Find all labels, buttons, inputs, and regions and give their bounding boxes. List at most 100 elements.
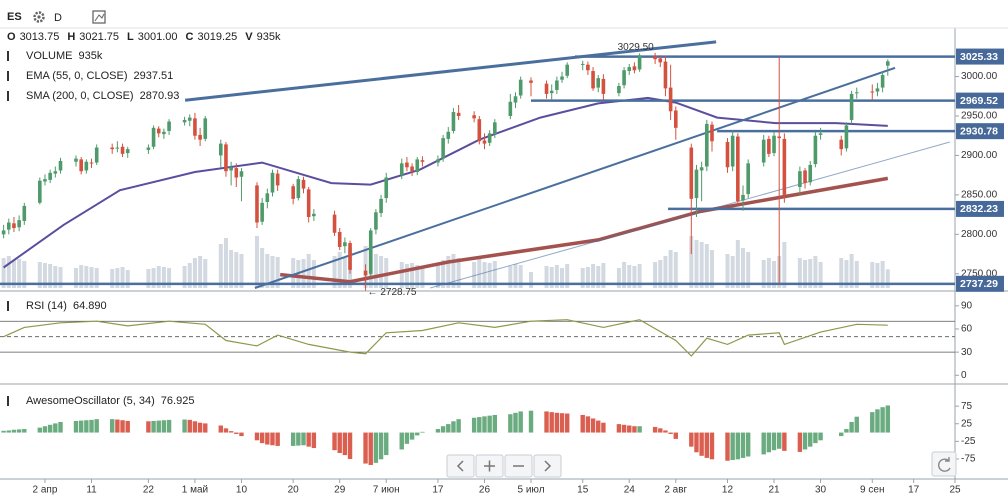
ao-bar bbox=[53, 423, 58, 433]
volume-bar bbox=[74, 268, 79, 288]
candle-body bbox=[229, 167, 233, 171]
volume-bar bbox=[187, 263, 192, 288]
candle-body bbox=[870, 91, 875, 93]
candle-body bbox=[849, 93, 854, 120]
volume-bar bbox=[229, 250, 234, 288]
volume-bar bbox=[772, 261, 777, 288]
quote-row: O 3013.75 H 3021.75 L 3001.00 C 3019.25 V 935k bbox=[7, 31, 281, 43]
rsi-pane bbox=[0, 319, 955, 357]
ao-bar bbox=[482, 416, 487, 433]
x-tick-label: 9 сен bbox=[860, 485, 884, 496]
candle-body bbox=[699, 167, 704, 171]
ao-bar bbox=[197, 422, 203, 433]
ao-bar bbox=[234, 432, 239, 434]
level-label: 2832.23 bbox=[960, 203, 998, 215]
ao-bar bbox=[652, 426, 658, 433]
volume-bar bbox=[6, 256, 11, 288]
ao-bar bbox=[161, 420, 167, 433]
candle-body bbox=[818, 133, 823, 135]
ao-bar bbox=[590, 418, 596, 433]
candle-body bbox=[332, 214, 337, 233]
volume-bar bbox=[120, 267, 125, 288]
legend-name: AwesomeOscillator (5, 34) bbox=[26, 395, 155, 407]
level-label: 3025.33 bbox=[960, 51, 998, 63]
candle-body bbox=[270, 172, 275, 193]
ao-bar bbox=[601, 422, 606, 433]
candle-body bbox=[767, 138, 771, 154]
candle-body bbox=[725, 142, 730, 168]
ao-bar bbox=[332, 432, 337, 451]
candle-body bbox=[379, 198, 383, 214]
volume-bar bbox=[89, 267, 94, 288]
candle-body bbox=[6, 222, 11, 230]
candle-body bbox=[798, 171, 802, 188]
ao-bar bbox=[777, 432, 782, 449]
ao-bar bbox=[544, 411, 549, 433]
symbol[interactable]: ES bbox=[7, 11, 22, 23]
candle-body bbox=[694, 169, 699, 199]
candle-body bbox=[513, 96, 518, 103]
ao-tick-label: 75 bbox=[961, 401, 973, 412]
volume-bar bbox=[653, 262, 658, 288]
interval[interactable]: D bbox=[54, 12, 62, 24]
candle-body bbox=[74, 158, 78, 162]
ao-bar bbox=[637, 426, 642, 433]
volume-bar bbox=[415, 265, 420, 288]
volume-bar bbox=[94, 268, 99, 288]
ao-bar bbox=[518, 411, 523, 433]
trend-line bbox=[184, 40, 717, 102]
candle-body bbox=[803, 170, 807, 184]
legend-marker bbox=[7, 396, 9, 406]
x-tick-label: 17 bbox=[908, 485, 920, 496]
price-pane: 3029.50 ← 2728.75 bbox=[0, 40, 955, 298]
candle-body bbox=[456, 112, 461, 116]
volume-bar bbox=[332, 256, 337, 288]
candle-body bbox=[48, 172, 52, 180]
candle-body bbox=[663, 61, 668, 89]
level-label: 2737.29 bbox=[960, 278, 998, 290]
ao-bar bbox=[875, 409, 880, 433]
x-tick-label: 30 bbox=[815, 485, 827, 496]
ao-bar bbox=[228, 431, 234, 433]
ao-bar bbox=[151, 420, 156, 433]
x-tick-label: 24 bbox=[624, 485, 636, 496]
candle-body bbox=[198, 134, 202, 140]
x-tick-label: 1 май bbox=[182, 485, 208, 496]
candle-body bbox=[343, 242, 347, 247]
ao-bar bbox=[290, 432, 296, 446]
volume-bar bbox=[565, 264, 570, 288]
ao-bar bbox=[373, 432, 379, 463]
candle-body bbox=[38, 180, 42, 203]
candle-body bbox=[808, 164, 813, 183]
scroll-right-button[interactable] bbox=[533, 454, 562, 478]
volume-bar bbox=[580, 268, 585, 288]
volume-bar bbox=[658, 260, 663, 288]
volume-bar bbox=[239, 254, 244, 288]
candle-body bbox=[193, 118, 197, 136]
ao-bar bbox=[363, 432, 368, 464]
candle-body bbox=[420, 160, 425, 162]
volume-bar bbox=[699, 242, 704, 288]
ao-bar bbox=[559, 413, 565, 433]
ao-bar bbox=[89, 419, 94, 433]
ao-bar bbox=[818, 432, 823, 441]
scroll-left-button[interactable] bbox=[446, 454, 475, 478]
ao-bar bbox=[839, 432, 844, 437]
ao-bar bbox=[735, 432, 741, 460]
ao-bar bbox=[761, 432, 766, 455]
volume-bar bbox=[637, 264, 642, 288]
volume-bar bbox=[596, 266, 601, 288]
compare-icon[interactable] bbox=[92, 10, 106, 24]
level-label: 2930.78 bbox=[960, 125, 998, 137]
volume-bar bbox=[192, 258, 197, 288]
ao-bar bbox=[73, 420, 79, 433]
reset-button[interactable] bbox=[931, 451, 957, 477]
settings-icon[interactable] bbox=[33, 11, 45, 23]
ao-bar bbox=[404, 432, 410, 444]
volume-bar bbox=[167, 268, 172, 288]
legend-name: SMA (200, 0, CLOSE) bbox=[26, 90, 134, 102]
ao-bar bbox=[440, 426, 446, 433]
ao-bar bbox=[192, 421, 198, 433]
candle-body bbox=[146, 147, 151, 150]
